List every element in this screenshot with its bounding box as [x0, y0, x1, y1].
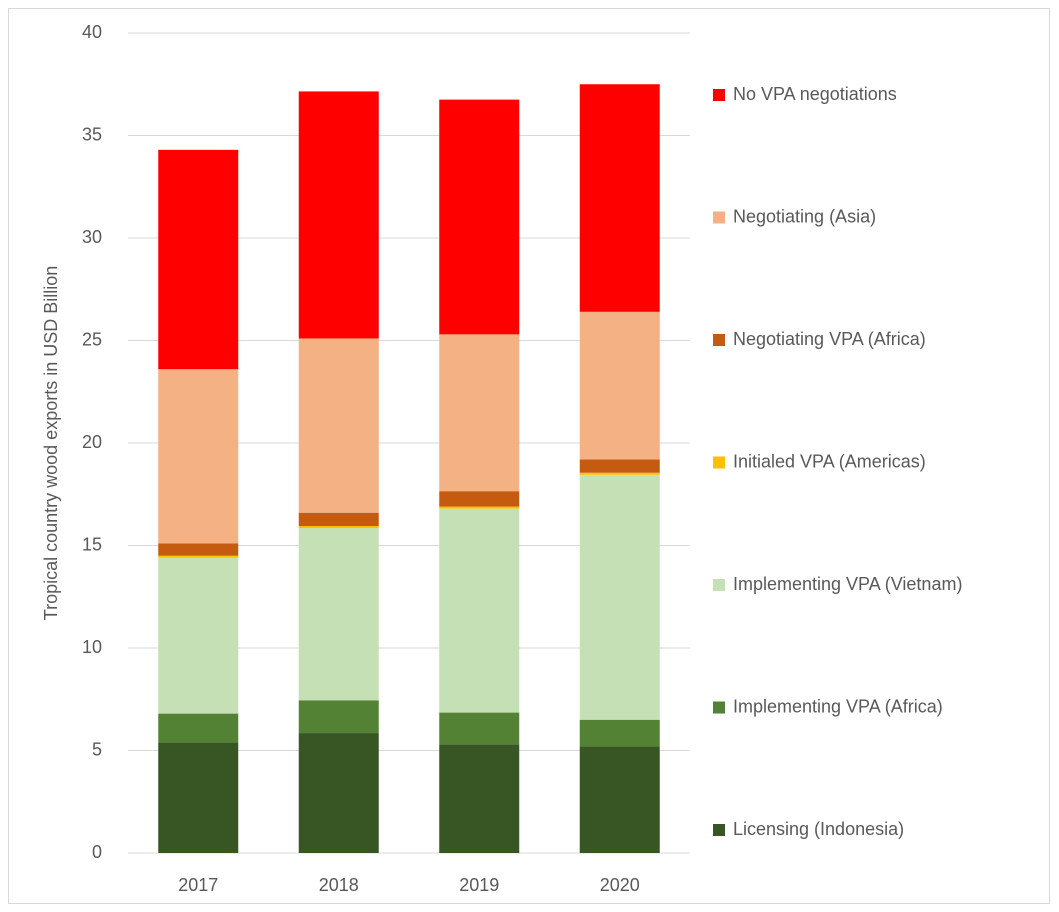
bar-segment — [579, 474, 660, 720]
bar-segment — [439, 491, 520, 507]
bar-segment — [579, 746, 660, 853]
y-tick-label: 35 — [82, 124, 102, 144]
x-tick-label: 2018 — [319, 875, 359, 895]
legend-label: Initialed VPA (Americas) — [733, 451, 926, 471]
bar-segment — [158, 557, 239, 714]
legend-label: Implementing VPA (Vietnam) — [733, 574, 962, 594]
y-tick-label: 15 — [82, 534, 102, 554]
legend-label: Licensing (Indonesia) — [733, 819, 904, 839]
y-tick-label: 0 — [92, 842, 102, 862]
legend-label: Negotiating VPA (Africa) — [733, 329, 926, 349]
y-tick-label: 25 — [82, 329, 102, 349]
bar-segment — [579, 719, 660, 747]
x-tick-label: 2017 — [178, 875, 218, 895]
legend-swatch — [713, 211, 725, 224]
bar-segment — [158, 149, 239, 370]
legend-swatch — [713, 701, 725, 714]
x-tick-label: 2020 — [600, 875, 640, 895]
y-tick-label: 30 — [82, 227, 102, 247]
y-tick-label: 10 — [82, 637, 102, 657]
legend-swatch — [713, 456, 725, 469]
bar-segment — [158, 369, 239, 544]
bar-segment — [158, 742, 239, 853]
legend-swatch — [713, 579, 725, 591]
x-tick-label: 2019 — [459, 875, 499, 895]
bar-segment — [439, 712, 520, 745]
legend-swatch — [713, 89, 725, 101]
y-axis-title: Tropical country wood exports in USD Bil… — [41, 266, 61, 620]
bar-segment — [158, 555, 239, 558]
legend-swatch — [713, 824, 725, 836]
bar-segment — [579, 84, 660, 312]
bar-segment — [158, 543, 239, 556]
bar-segment — [158, 713, 239, 743]
bar-segment — [579, 311, 660, 460]
bar-segment — [439, 99, 520, 335]
bar-segment — [439, 508, 520, 713]
bar-segment — [439, 334, 520, 492]
legend-label: Negotiating (Asia) — [733, 206, 876, 226]
y-tick-label: 5 — [92, 739, 102, 759]
bar-segment — [298, 528, 379, 701]
bar-segment — [298, 526, 379, 529]
bar-segment — [579, 472, 660, 475]
bar-segment — [298, 700, 379, 734]
bar-segment — [298, 91, 379, 339]
bar-segment — [439, 744, 520, 853]
legend-swatch — [713, 334, 725, 346]
bar-segment — [579, 459, 660, 473]
y-tick-label: 40 — [82, 22, 102, 42]
legend-label: Implementing VPA (Africa) — [733, 696, 943, 716]
y-tick-label: 20 — [82, 432, 102, 452]
legend-label: No VPA negotiations — [733, 84, 897, 104]
bar-segment — [298, 338, 379, 513]
bar-segment — [298, 512, 379, 527]
bar-segment — [298, 733, 379, 853]
bar-segment — [439, 506, 520, 509]
